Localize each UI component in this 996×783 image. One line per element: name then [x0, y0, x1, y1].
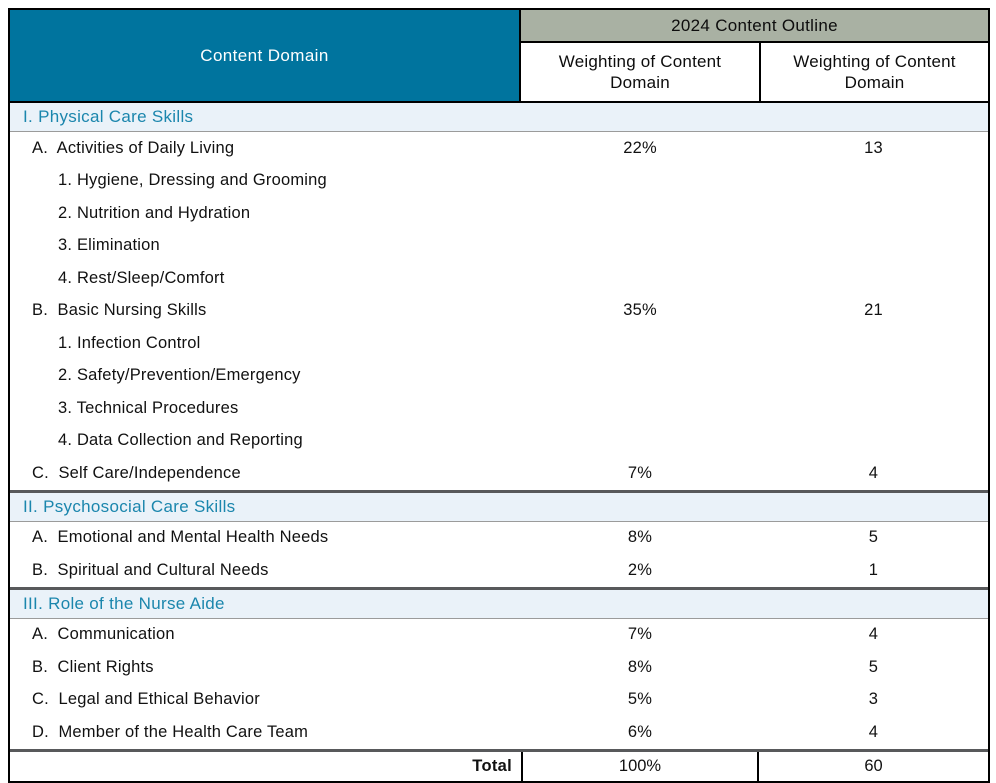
weighting-pct-cell: 8%	[627, 657, 653, 676]
weighting-header-cell-1: Weighting of Content Domain	[558, 51, 722, 92]
row-label: B. Spiritual and Cultural Needs	[32, 560, 269, 579]
weighting-pct-cell: 6%	[627, 722, 653, 741]
total-label: Total	[472, 756, 512, 775]
table-row: 4. Data Collection and Reporting	[10, 425, 988, 458]
weighting-pct-cell: 7%	[627, 463, 653, 482]
table-row: 3. Elimination	[10, 230, 988, 263]
table-row: A. Activities of Daily Living 22% 13	[10, 132, 988, 165]
row-label: 1. Hygiene, Dressing and Grooming	[58, 171, 327, 190]
row-label: 4. Data Collection and Reporting	[58, 431, 303, 450]
table-row: B. Client Rights 8% 5	[10, 651, 988, 684]
row-label: 3. Technical Procedures	[58, 398, 239, 417]
section-header-psychosocial-care-skills: II. Psychosocial Care Skills	[10, 489, 988, 522]
table-row: B. Spiritual and Cultural Needs 2% 1	[10, 554, 988, 587]
weighting-pct-cell: 7%	[627, 625, 653, 644]
outline-title-cell: 2024 Content Outline	[521, 10, 988, 43]
total-pct-cell: 100%	[521, 751, 759, 781]
weighting-header-row: Weighting of Content Domain Weighting of…	[521, 43, 988, 101]
row-label: A. Emotional and Mental Health Needs	[32, 528, 329, 547]
table-header: Content Domain 2024 Content Outline Weig…	[10, 10, 988, 103]
row-label: B. Client Rights	[32, 657, 154, 676]
table-row: A. Communication 7% 4	[10, 619, 988, 652]
row-label: B. Basic Nursing Skills	[32, 301, 207, 320]
row-label: 3. Elimination	[58, 236, 160, 255]
weighting-count-cell: 13	[864, 138, 883, 157]
row-label: 1. Infection Control	[58, 333, 201, 352]
weighting-pct-cell: 35%	[623, 301, 657, 320]
table-row: 1. Infection Control	[10, 327, 988, 360]
row-label: C. Legal and Ethical Behavior	[32, 690, 260, 709]
table-row: C. Legal and Ethical Behavior 5% 3	[10, 684, 988, 717]
weighting-count-cell: 4	[868, 722, 879, 741]
total-count-cell: 60	[864, 756, 883, 775]
content-domain-header-cell: Content Domain	[10, 10, 521, 101]
weighting-count-cell: 4	[868, 463, 879, 482]
weighting-count-cell: 4	[868, 625, 879, 644]
row-label: C. Self Care/Independence	[32, 463, 241, 482]
total-row: Total 100% 60	[10, 748, 988, 781]
weighting-count-cell: 5	[868, 657, 879, 676]
weighting-header-cell-2: Weighting of Content Domain	[759, 43, 988, 101]
weighting-pct-cell: 5%	[627, 690, 653, 709]
section-header-role-of-the-nurse-aide: III. Role of the Nurse Aide	[10, 586, 988, 619]
table-row: 4. Rest/Sleep/Comfort	[10, 262, 988, 295]
table-row: C. Self Care/Independence 7% 4	[10, 457, 988, 490]
table-row: 2. Nutrition and Hydration	[10, 197, 988, 230]
table-row: A. Emotional and Mental Health Needs 8% …	[10, 522, 988, 555]
row-label: A. Activities of Daily Living	[32, 138, 235, 157]
content-outline-table: Content Domain 2024 Content Outline Weig…	[8, 8, 990, 783]
weighting-count-cell: 3	[868, 690, 879, 709]
table-row: D. Member of the Health Care Team 6% 4	[10, 716, 988, 749]
row-label: 2. Safety/Prevention/Emergency	[58, 366, 301, 385]
table-row: B. Basic Nursing Skills 35% 21	[10, 295, 988, 328]
row-label: D. Member of the Health Care Team	[32, 722, 309, 741]
weighting-pct-cell: 8%	[627, 528, 653, 547]
row-label: 2. Nutrition and Hydration	[58, 203, 251, 222]
outline-header-group: 2024 Content Outline Weighting of Conten…	[521, 10, 988, 101]
weighting-count-cell: 1	[868, 560, 879, 579]
row-label: 4. Rest/Sleep/Comfort	[58, 268, 225, 287]
weighting-pct-cell: 22%	[623, 138, 657, 157]
weighting-count-cell: 5	[868, 528, 879, 547]
table-row: 3. Technical Procedures	[10, 392, 988, 425]
weighting-pct-cell: 2%	[627, 560, 653, 579]
table-row: 1. Hygiene, Dressing and Grooming	[10, 165, 988, 198]
weighting-count-cell: 21	[864, 301, 883, 320]
section-header-physical-care-skills: I. Physical Care Skills	[10, 103, 988, 132]
table-row: 2. Safety/Prevention/Emergency	[10, 360, 988, 393]
row-label: A. Communication	[32, 625, 175, 644]
